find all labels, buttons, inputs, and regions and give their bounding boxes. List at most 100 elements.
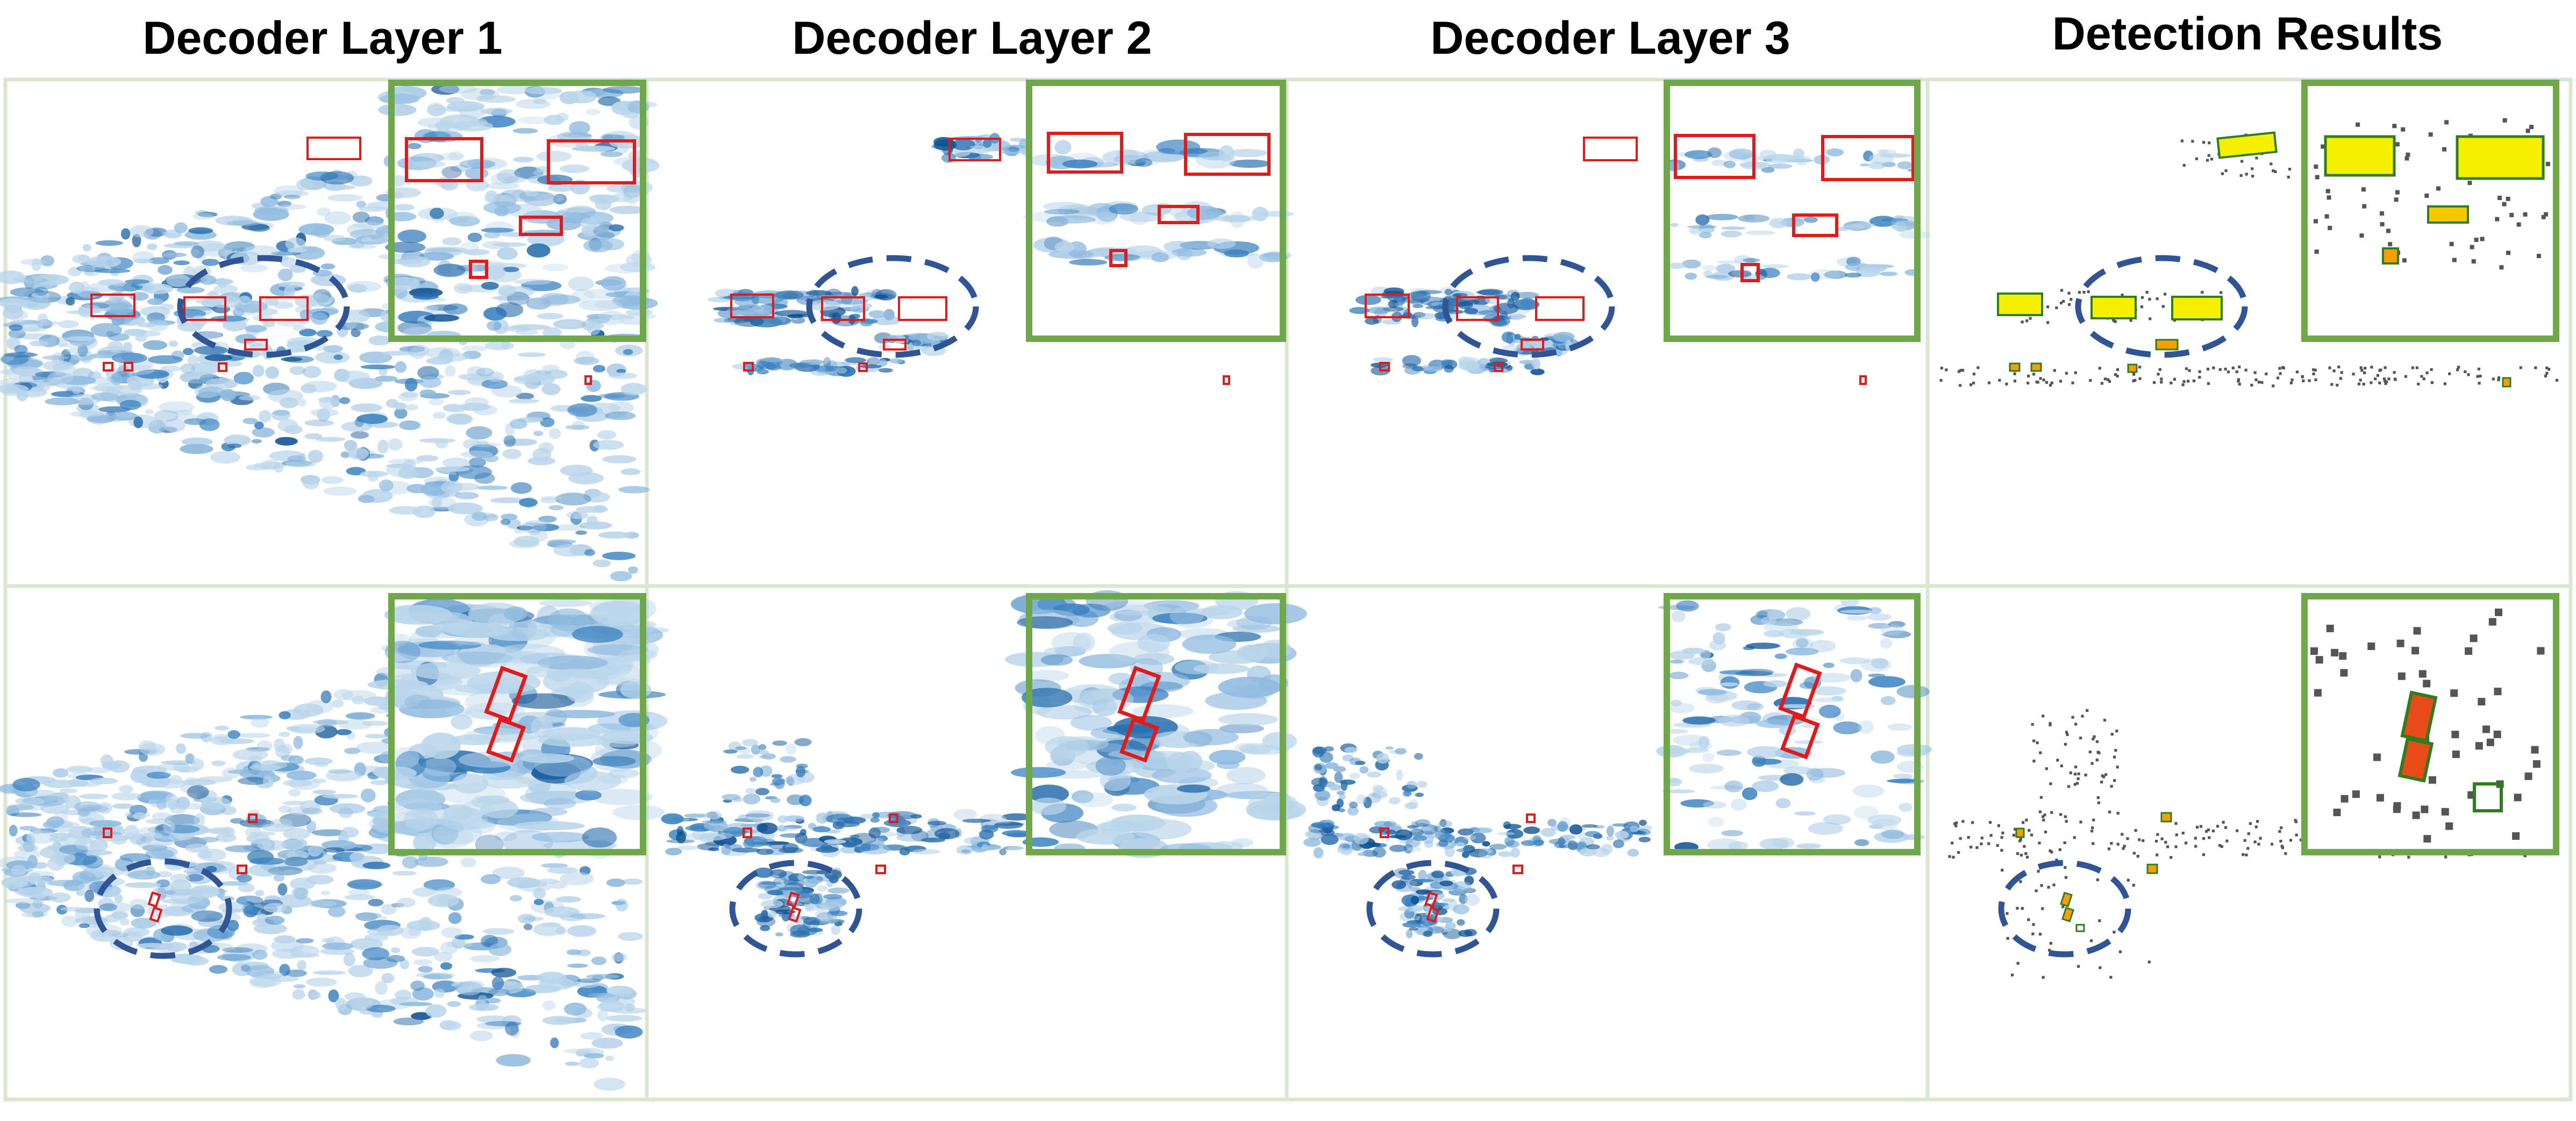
lidar-point: [2212, 366, 2215, 369]
gaussian-blob: [599, 999, 625, 1012]
gaussian-blob: [336, 729, 352, 736]
lidar-point: [2314, 378, 2317, 381]
lidar-point: [2337, 365, 2340, 369]
lidar-point: [2194, 837, 2197, 840]
lidar-point: [2096, 796, 2100, 799]
gaussian-blob: [1415, 819, 1431, 827]
lidar-point: [2486, 738, 2494, 746]
gaussian-blob: [518, 116, 551, 125]
lidar-point: [2090, 762, 2094, 765]
gaussian-blob: [1445, 922, 1456, 930]
gaussian-blob: [1722, 226, 1739, 230]
gaussian-blob: [1706, 275, 1729, 279]
gaussian-blob: [58, 343, 84, 348]
lidar-point: [2192, 379, 2196, 382]
gaussian-blob: [328, 989, 339, 1003]
gaussian-blob: [180, 363, 195, 374]
lidar-point: [2107, 847, 2110, 851]
lidar-point: [2199, 825, 2203, 828]
gaussian-blob: [1008, 146, 1019, 152]
gaussian-blob: [1182, 634, 1237, 654]
gaussian-blob: [282, 801, 306, 806]
lidar-point: [2035, 380, 2038, 383]
gaussian-blob: [586, 109, 601, 115]
gaussian-blob: [1717, 260, 1741, 264]
gaussian-blob: [566, 511, 588, 519]
gaussian-blob: [191, 910, 223, 922]
gaussian-blob: [1530, 368, 1545, 375]
gaussian-blob: [292, 989, 305, 1000]
lidar-point: [2218, 368, 2222, 371]
lidar-point: [2247, 832, 2250, 836]
gaussian-blob: [348, 447, 369, 460]
gaussian-blob: [375, 766, 417, 780]
gaussian-blob: [437, 153, 465, 161]
gaussian-blob: [1743, 215, 1755, 220]
gaussian-blob: [147, 298, 163, 305]
gaussian-blob: [42, 780, 80, 788]
gaussian-blob: [746, 308, 779, 317]
gaussian-blob: [1452, 881, 1472, 892]
gaussian-blob: [398, 255, 431, 268]
gaussian-blob: [321, 890, 330, 896]
lidar-point: [1954, 824, 1958, 827]
gaussian-blob: [18, 374, 33, 383]
gaussian-blob: [299, 329, 317, 337]
gaussian-blob: [272, 948, 304, 959]
gaussian-blob: [327, 905, 346, 917]
gaussian-blob: [723, 827, 747, 835]
gaussian-blob: [95, 240, 123, 246]
detection-box: [2160, 812, 2172, 823]
lidar-point: [2109, 976, 2113, 979]
gaussian-blob: [1721, 830, 1744, 837]
gaussian-blob: [773, 876, 788, 888]
gaussian-blob: [497, 247, 518, 260]
lidar-point: [2478, 698, 2486, 706]
gaussian-blob: [403, 459, 416, 473]
gaussian-blob: [354, 912, 382, 919]
gaussian-blob: [215, 725, 230, 731]
gaussian-blob: [289, 366, 306, 375]
gaussian-blob: [774, 297, 788, 308]
gaussian-blob: [412, 887, 436, 897]
red-box: [237, 865, 247, 874]
gaussian-blob: [758, 881, 776, 889]
gaussian-blob: [414, 856, 448, 867]
lidar-point: [2245, 173, 2248, 176]
gaussian-blob: [1870, 750, 1895, 764]
gaussian-blob: [1745, 642, 1780, 649]
gaussian-blob: [511, 189, 526, 202]
lidar-point: [2079, 820, 2082, 824]
gaussian-blob: [270, 818, 293, 828]
lidar-point: [2412, 811, 2420, 819]
gaussian-blob: [1899, 802, 1913, 812]
gaussian-blob: [1668, 651, 1695, 660]
lidar-point: [2112, 319, 2116, 323]
gaussian-blob: [779, 887, 803, 891]
gaussian-blob: [1385, 829, 1396, 835]
gaussian-blob: [90, 385, 116, 391]
lidar-point: [2251, 175, 2254, 178]
gaussian-blob: [325, 770, 362, 782]
gaussian-blob: [982, 139, 992, 148]
gaussian-blob: [239, 395, 261, 401]
red-box: [1424, 891, 1438, 908]
lidar-point: [2077, 965, 2080, 968]
gaussian-blob: [1896, 685, 1930, 698]
gaussian-blob: [379, 479, 394, 491]
gaussian-blob: [777, 825, 787, 832]
gaussian-blob: [878, 359, 888, 367]
gaussian-blob: [575, 506, 608, 513]
gaussian-blob: [612, 805, 665, 820]
lidar-point: [2068, 303, 2071, 306]
gaussian-blob: [546, 217, 582, 231]
lidar-point: [2000, 848, 2003, 852]
gaussian-blob: [601, 276, 626, 291]
gaussian-blob: [391, 947, 401, 953]
gaussian-blob: [1823, 662, 1835, 668]
lidar-point: [2092, 818, 2095, 822]
gaussian-blob: [1761, 167, 1775, 173]
gaussian-blob: [569, 121, 590, 135]
gaussian-blob: [321, 476, 344, 484]
gaussian-blob: [860, 843, 871, 852]
